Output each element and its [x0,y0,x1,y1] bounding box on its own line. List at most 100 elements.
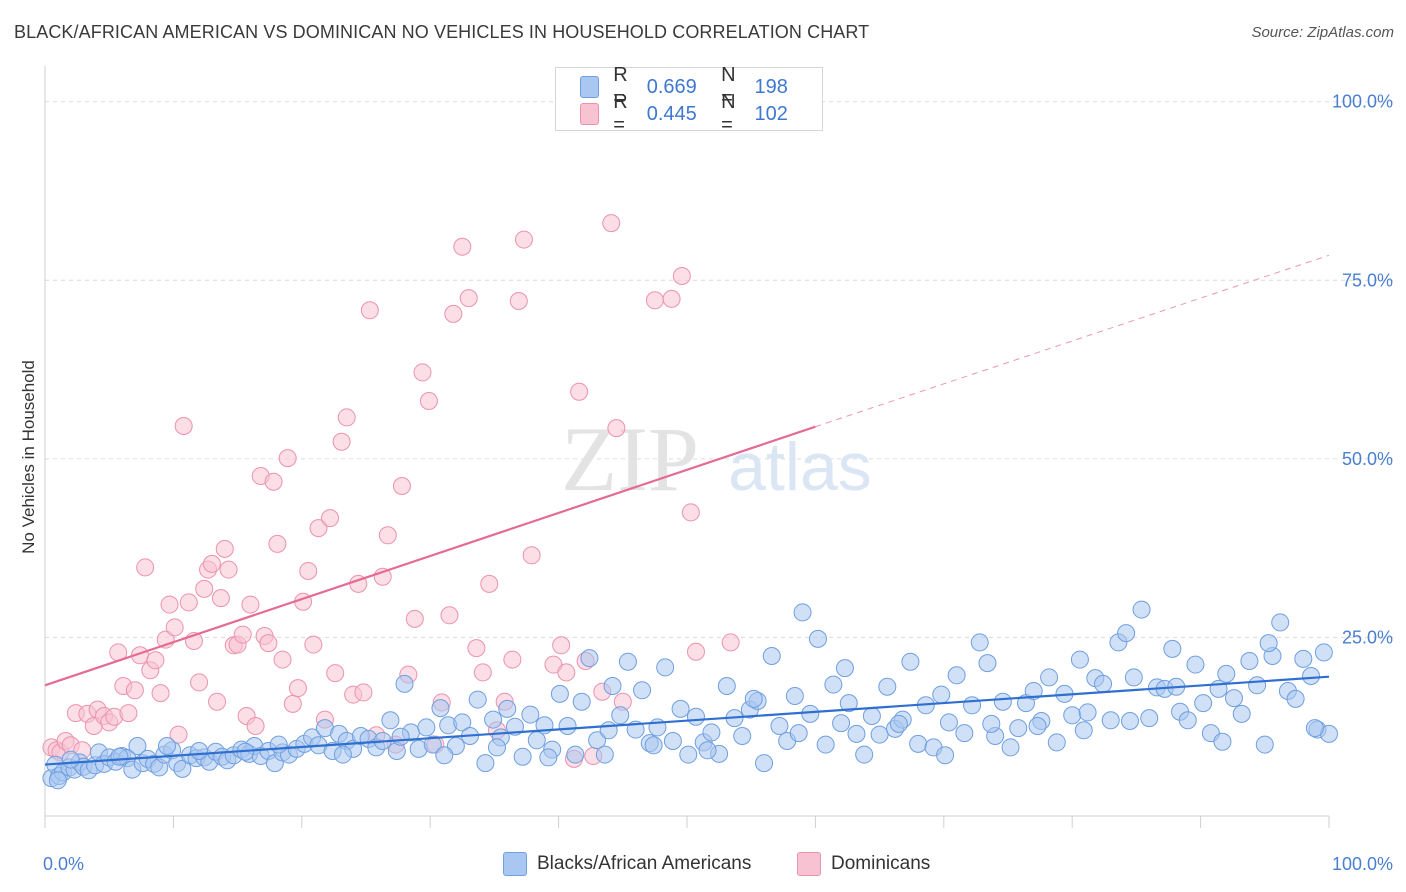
black-point [1213,732,1232,751]
black-point [932,685,951,704]
dominican-point [211,589,230,608]
black-point [955,724,974,743]
black-point [1074,721,1093,740]
black-point [733,727,752,745]
black-point [128,737,147,755]
black-point [1194,694,1213,713]
bottom-legend-dominicans[interactable]: Dominicans [797,851,930,877]
dominican-point [392,477,411,495]
black-point [110,747,129,766]
watermark-atlas: atlas [728,429,872,505]
dominican-point [480,574,499,593]
black-point [936,746,955,765]
black-point [963,696,982,715]
black-point [595,745,614,764]
black-point [901,652,920,671]
dominicans-trend-extension [815,254,1330,428]
black-point [527,731,546,750]
grid-layer [45,101,1395,638]
black-point [1094,674,1113,693]
black-point [835,659,854,678]
black-point [1286,689,1305,708]
black-point [785,687,804,705]
black-point [381,711,400,730]
black-point [1028,717,1047,735]
y-tick-label: 25.0% [1342,627,1393,647]
legend-r-label: R = [613,91,628,136]
black-point [1255,735,1274,754]
dominican-point [378,526,397,545]
dominican-point [119,704,138,723]
dominican-point [467,639,486,658]
black-point [686,707,705,726]
blue-swatch-icon [503,852,527,876]
black-point [762,647,781,665]
dominican-point [721,633,740,652]
black-point [909,734,928,753]
black-point [1302,667,1321,685]
black-point [1070,650,1089,669]
dominican-point [440,606,459,625]
legend-r-label: R = [613,64,628,109]
black-point [190,742,209,760]
black-point [1120,712,1139,730]
y-axis-label: No Vehicles in Household [19,360,38,554]
black-point [1024,682,1043,700]
black-point [391,727,410,746]
dominican-point [405,609,424,628]
black-point [862,707,881,725]
dominican-point [413,363,432,382]
black-point [1224,689,1243,708]
black-point [1078,703,1097,722]
dominican-point [304,635,323,654]
black-point [431,699,450,718]
black-point [939,713,958,732]
dominican-point [473,663,492,682]
legend-row-dominicans: R = 0.445 N = 102 [580,91,829,136]
series-name-blacks: Blacks/African Americans [537,853,752,874]
black-point [484,710,503,729]
black-point [656,658,675,677]
dominican-point [645,291,664,310]
bottom-legend-blacks[interactable]: Blacks/African Americans [503,851,751,877]
dominican-point [219,560,238,579]
dominican-point [552,636,571,655]
black-point [1140,709,1159,728]
black-point [889,714,908,733]
dominican-point [146,651,165,670]
axes-layer [44,66,1330,828]
dominican-point [136,558,155,577]
dominican-point [215,539,234,558]
dominican-point [360,301,379,320]
dominican-point [607,419,626,438]
black-point [521,705,540,724]
source-label: Source: ZipAtlas.com [1251,24,1394,41]
dominican-point [268,534,287,553]
legend-r-value: 0.669 [646,75,697,98]
dominican-point [332,432,351,451]
y-tick-label: 50.0% [1342,449,1393,469]
dominican-point [662,289,681,308]
black-point [633,681,652,700]
black-point [1259,634,1278,653]
black-point [588,731,607,750]
legend-row-blacks: R = 0.669 N = 198 [580,64,829,109]
black-point [1178,711,1197,730]
black-point [801,704,820,723]
dominican-point [165,618,184,637]
black-point [1305,719,1324,738]
black-point [1047,733,1066,752]
black-point [558,717,577,735]
black-point [698,741,717,760]
black-point [539,748,558,767]
black-point [435,746,454,765]
dominican-point [246,717,265,735]
black-point [1314,643,1333,662]
dominican-point [509,292,528,310]
black-point [173,759,192,778]
black-point [1217,664,1236,683]
black-point [717,677,736,695]
black-point [839,694,858,713]
watermark-zip: ZIP [561,408,699,510]
dominican-point [681,503,700,522]
